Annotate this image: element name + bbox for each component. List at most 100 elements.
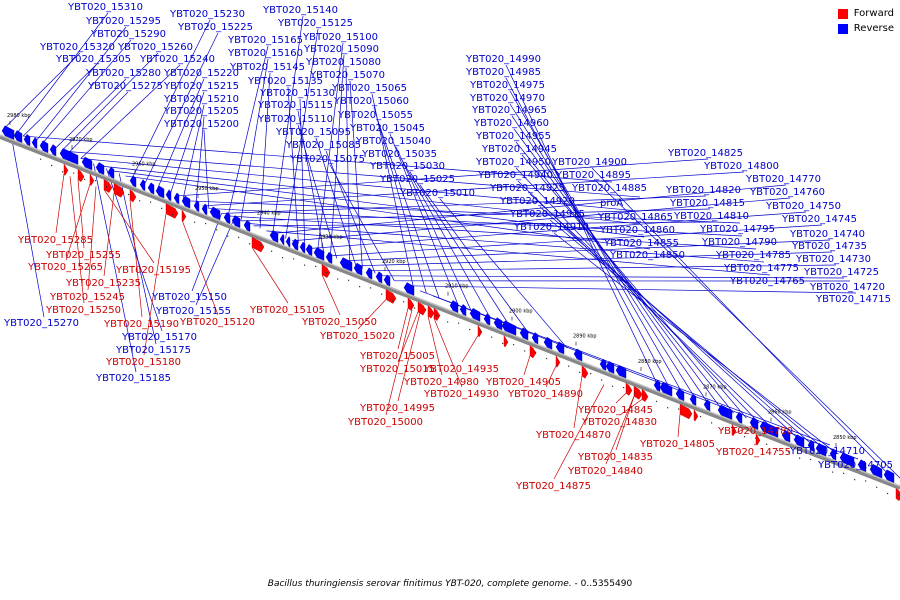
genome-range: - 0..5355490: [571, 579, 633, 589]
leader-line: [605, 396, 635, 465]
gene-label-reverse: YBT020_15075: [289, 154, 365, 165]
reverse-gene-arrow: [165, 189, 172, 202]
leader-line: [427, 315, 443, 376]
forward-gene-arrow: [755, 433, 761, 446]
forward-gene-arrow: [503, 334, 509, 348]
leader-line: [170, 91, 205, 194]
gene-label-forward: YBT020_14890: [507, 389, 583, 400]
reverse-gene-arrow: [829, 448, 837, 461]
reverse-gene-arrow: [857, 459, 867, 473]
reverse-gene-arrow: [223, 212, 231, 225]
minor-feature-dot: [161, 207, 163, 209]
tick-label: 2920 kbp: [382, 259, 406, 265]
minor-feature-dot: [601, 379, 603, 381]
leader-line: [87, 186, 97, 291]
gene-label-forward: YBT020_15120: [179, 317, 255, 328]
minor-feature-dot: [73, 172, 75, 174]
tick-label: 2870 kbp: [703, 384, 727, 390]
reverse-gene-arrow: [781, 429, 791, 443]
leader-line: [112, 170, 645, 238]
minor-feature-dot: [590, 373, 592, 375]
minor-feature-dot: [777, 450, 779, 452]
gene-label-reverse: YBT020_14815: [669, 198, 745, 209]
gene-label-reverse: YBT020_15145: [229, 62, 305, 73]
gene-label-reverse: YBT020_14985: [465, 67, 541, 78]
forward-gene-arrow: [251, 236, 265, 253]
tick-label: 2960 kbp: [132, 162, 156, 168]
gene-label-forward: YBT020_14835: [577, 452, 653, 463]
gene-label-reverse: YBT020_14825: [667, 148, 743, 159]
minor-feature-dot: [513, 344, 515, 346]
reverse-gene-arrow: [375, 271, 383, 284]
gene-label-reverse: YBT020_15110: [257, 114, 333, 125]
leader-line: [330, 224, 823, 257]
gene-label-reverse: YBT020_15310: [67, 2, 143, 13]
minor-feature-dot: [744, 436, 746, 438]
minor-feature-dot: [755, 437, 757, 439]
minor-feature-dot: [381, 293, 383, 295]
gene-label-reverse: YBT020_14715: [815, 294, 891, 305]
gene-arrows: [1, 125, 900, 502]
map-caption: Bacillus thuringiensis serovar finitimus…: [0, 579, 900, 589]
minor-feature-dot: [865, 480, 867, 482]
leader-line: [189, 200, 741, 224]
minor-feature-dot: [194, 221, 196, 223]
gene-label-forward: YBT020_15015: [359, 364, 435, 375]
reverse-gene-arrow: [403, 282, 415, 296]
leader-line: [221, 195, 707, 214]
gene-label-reverse: YBT020_15140: [262, 5, 338, 16]
leader-line: [521, 154, 747, 419]
minor-feature-dot: [271, 250, 273, 252]
tick-label: 2890 kbp: [573, 334, 597, 340]
reverse-gene-arrow: [703, 399, 711, 412]
leader-line: [3, 52, 81, 129]
gene-label-reverse: YBT020_14810: [673, 211, 749, 222]
legend-forward-label: Forward: [853, 8, 894, 19]
gene-label-reverse: YBT020_15045: [349, 123, 425, 134]
reverse-gene-arrow: [1, 125, 15, 140]
forward-gene-arrow: [89, 173, 95, 187]
leader-line: [515, 141, 734, 414]
minor-feature-dot: [678, 408, 680, 410]
gene-label-reverse: proA: [600, 198, 623, 209]
leader-line: [397, 308, 409, 350]
axis-shadow: [0, 135, 900, 490]
minor-feature-dot: [227, 235, 229, 237]
leader-line: [291, 197, 791, 242]
legend-forward: Forward: [837, 8, 894, 19]
gene-label-reverse: YBT020_15305: [55, 54, 131, 65]
tick-label: 2860 kbp: [768, 410, 792, 416]
gene-label-reverse: YBT020_15055: [337, 110, 413, 121]
reverse-gene-arrow: [531, 332, 539, 345]
gene-label-forward: YBT020_15020: [319, 331, 395, 342]
leader-line: [299, 98, 306, 246]
leader-line: [251, 247, 289, 304]
minor-feature-dot: [810, 458, 812, 461]
leader-line: [272, 184, 787, 234]
leader-line: [355, 251, 833, 267]
legend-reverse: Reverse: [837, 23, 894, 34]
minor-feature-dot: [876, 486, 878, 488]
gene-label-reverse: YBT020_14915: [509, 209, 585, 220]
reverse-gene-arrow: [13, 130, 23, 143]
leader-line: [381, 275, 845, 279]
gene-label-forward: YBT020_14980: [403, 377, 479, 388]
minor-feature-dot: [843, 472, 845, 474]
gene-label-reverse: YBT020_14955: [475, 131, 551, 142]
gene-label-reverse: YBT020_15165: [227, 35, 303, 46]
minor-feature-dot: [370, 287, 372, 289]
forward-gene-arrow: [581, 365, 589, 379]
reverse-gene-arrow: [139, 179, 146, 191]
reverse-gene-arrow: [543, 336, 553, 350]
leader-line: [753, 443, 757, 446]
gene-label-reverse: YBT020_15070: [309, 70, 385, 81]
leader-line: [368, 264, 837, 272]
gene-label-reverse: YBT020_14970: [469, 93, 545, 104]
leader-line: [106, 168, 163, 332]
reverse-gene-arrow: [675, 388, 685, 402]
reverse-gene-arrow: [353, 262, 363, 276]
reverse-gene-arrow: [869, 464, 883, 479]
tick-label: 2900 kbp: [509, 309, 533, 315]
minor-feature-dot: [293, 258, 295, 260]
leader-line: [227, 215, 757, 250]
